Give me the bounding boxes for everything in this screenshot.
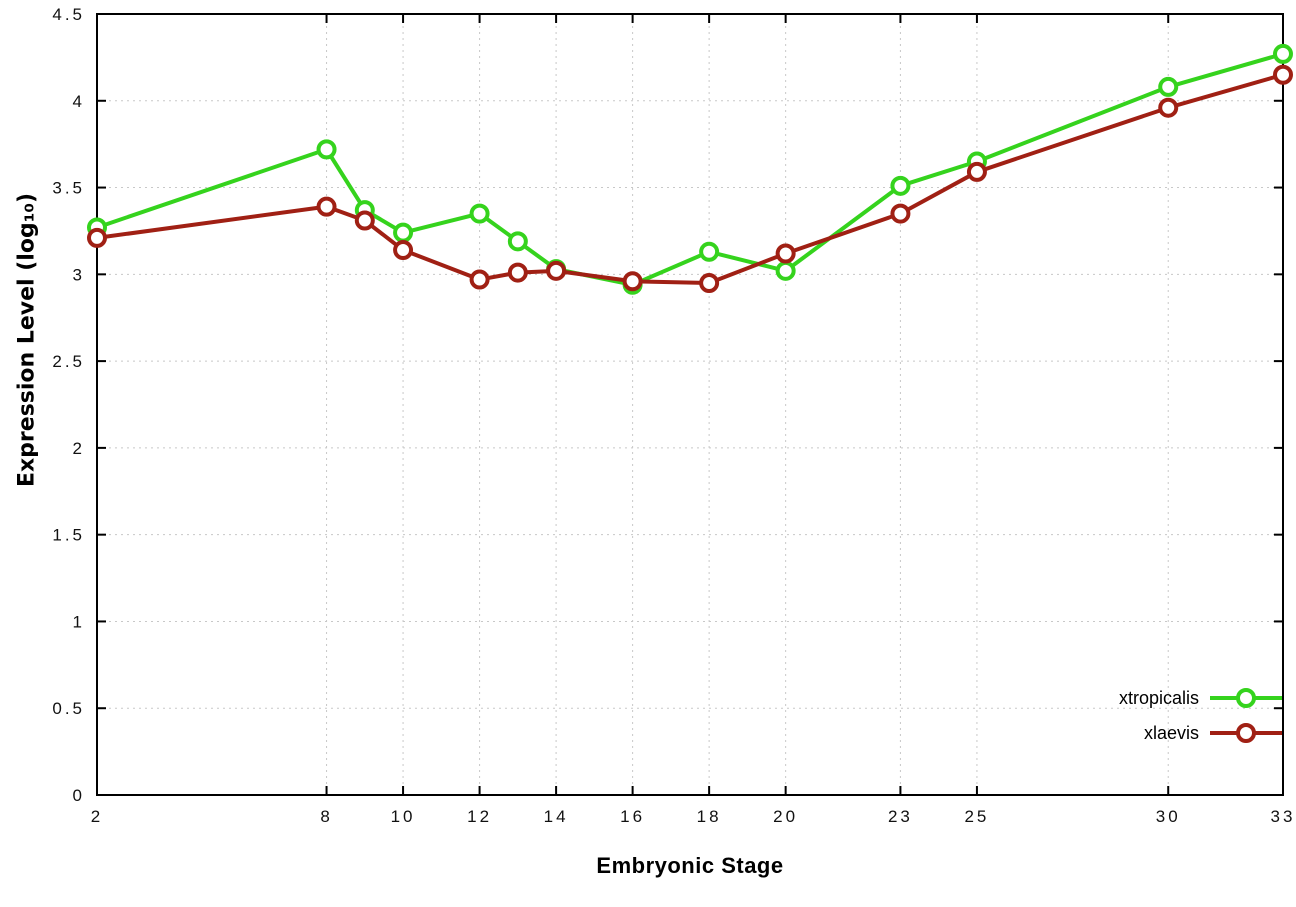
data-point: [87, 227, 107, 248]
data-point: [775, 260, 796, 281]
y-tick-label: 1.5: [52, 526, 85, 545]
x-tick-label: 33: [1271, 807, 1296, 826]
series-points-xlaevis: [87, 64, 1293, 294]
data-point: [507, 262, 528, 283]
legend-item-xlaevis: xlaevis: [1119, 719, 1283, 747]
data-point: [622, 271, 643, 292]
data-point: [890, 175, 911, 196]
data-point: [316, 139, 337, 160]
legend: xtropicalis xlaevis: [1119, 684, 1283, 747]
x-tick-label: 10: [391, 807, 416, 826]
x-tick-label: 16: [620, 807, 645, 826]
data-point: [1273, 64, 1293, 85]
data-point: [393, 240, 414, 261]
data-point: [469, 203, 490, 224]
legend-label-xtropicalis: xtropicalis: [1118, 687, 1199, 708]
gridlines: [96, 13, 1284, 796]
tick-marks: [96, 13, 1284, 796]
data-point: [507, 231, 528, 252]
legend-label-xlaevis: xlaevis: [1143, 722, 1199, 743]
data-point: [469, 269, 490, 290]
data-point: [1158, 97, 1179, 118]
x-tick-label: 2: [91, 807, 103, 826]
data-point: [966, 161, 987, 182]
y-tick-label: 2.5: [52, 352, 85, 371]
x-axis-label: Embryonic Stage: [596, 853, 784, 878]
y-tick-label: 3: [73, 265, 85, 284]
legend-item-xtropicalis: xtropicalis: [1119, 684, 1283, 712]
y-tick-label: 2: [73, 439, 85, 458]
data-point: [775, 243, 796, 264]
data-point: [1158, 76, 1179, 97]
legend-marker-xlaevis: [1210, 723, 1282, 743]
data-point: [354, 210, 375, 231]
x-tick-label: 12: [467, 807, 492, 826]
x-tick-label: 20: [773, 807, 798, 826]
y-tick-label: 4: [73, 92, 85, 111]
legend-marker-xtropicalis: [1210, 688, 1282, 708]
data-point: [890, 203, 911, 224]
data-point: [393, 222, 414, 243]
series-line-xtropicalis: [95, 51, 1285, 287]
y-tick-label: 3.5: [52, 179, 85, 198]
x-tick-label: 23: [888, 807, 913, 826]
x-tick-label: 25: [964, 807, 989, 826]
plot-border: [96, 13, 1284, 796]
x-tick-labels: 2 8 10 12 14 16 18 20 23 25 30 33: [91, 807, 1296, 826]
y-tick-label: 1: [73, 612, 85, 631]
y-axis-label: Expression Level (log₁₀): [14, 192, 40, 488]
series-line-xlaevis: [95, 72, 1285, 286]
data-point: [316, 196, 337, 217]
data-point: [699, 273, 720, 294]
x-tick-label: 30: [1156, 807, 1181, 826]
y-tick-labels: 0 0.5 1 1.5 2 2.5 3 3.5 4 4.5: [52, 5, 85, 805]
x-tick-label: 8: [320, 807, 332, 826]
x-tick-label: 14: [544, 807, 569, 826]
y-tick-label: 0.5: [52, 699, 85, 718]
data-point: [546, 260, 567, 281]
y-tick-label: 4.5: [52, 5, 85, 24]
x-tick-label: 18: [697, 807, 722, 826]
data-point: [699, 241, 720, 262]
data-point: [1273, 43, 1293, 64]
y-tick-label: 0: [73, 786, 85, 805]
